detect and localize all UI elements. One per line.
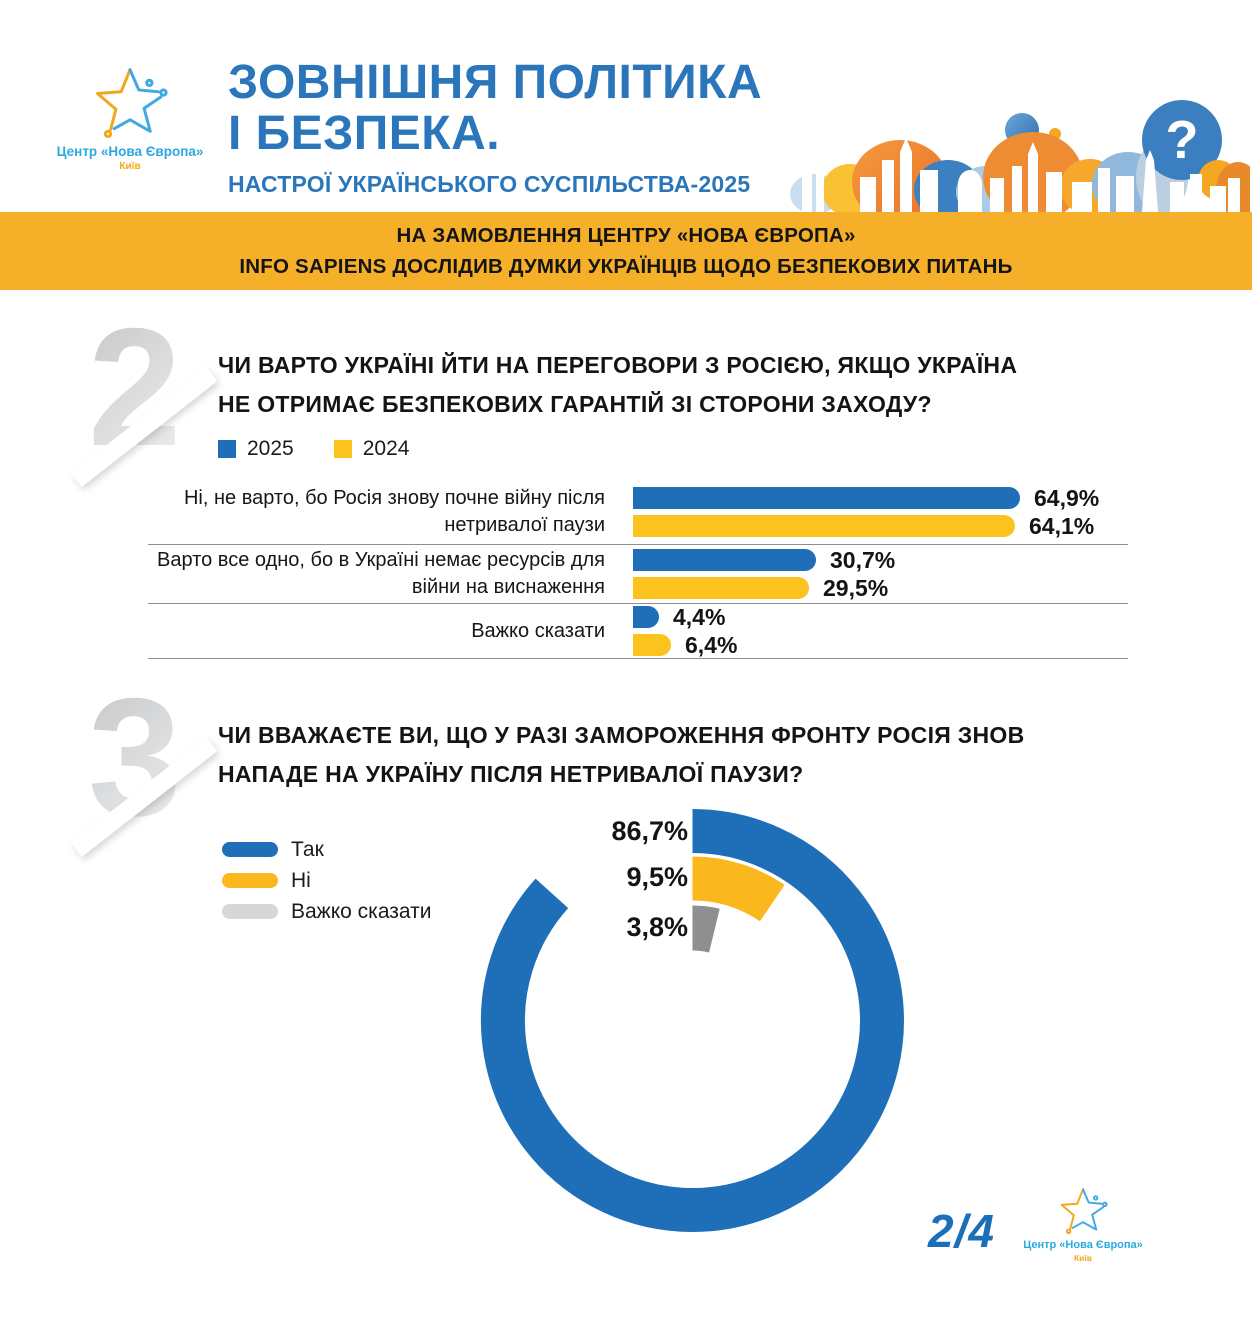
title-block: ЗОВНІШНЯ ПОЛІТИКА І БЕЗПЕКА. НАСТРОЇ УКР…: [228, 56, 763, 198]
bar-value-label: 64,9%: [1034, 484, 1100, 511]
legend-label: Важко сказати: [291, 899, 432, 923]
bar-chart-row: Ні, не варто, бо Росія знову почне війну…: [148, 480, 1128, 545]
bar-value-label: 4,4%: [673, 603, 726, 630]
donut-segment-Важко сказати: [691, 905, 720, 953]
bar-group: 64,9% 64,1%: [633, 484, 1100, 539]
category-label: Важко сказати: [471, 619, 605, 642]
legend-label: Ні: [291, 868, 311, 892]
bar-value-label: 29,5%: [823, 574, 889, 601]
bar-line: 6,4%: [633, 631, 738, 658]
page-title-line1: ЗОВНІШНЯ ПОЛІТИКА: [228, 56, 763, 109]
star-logo-icon: [1054, 1183, 1112, 1236]
section2-question: ЧИ ВАРТО УКРАЇНІ ЙТИ НА ПЕРЕГОВОРИ З РОС…: [218, 346, 1017, 423]
bar-value-label: 64,1%: [1029, 512, 1095, 539]
legend-swatch: [218, 440, 236, 458]
question-mark-icon: ?: [1166, 110, 1199, 170]
category-label: Варто все одно, бо в Україні немає ресур…: [157, 549, 605, 598]
bar-value-label: 30,7%: [830, 546, 896, 573]
legend-label: 2024: [362, 437, 410, 460]
legend-swatch: [333, 440, 352, 458]
category-label: Ні, не варто, бо Росія знову почне війну…: [183, 487, 605, 536]
section3-numeral: 3: [70, 673, 238, 858]
bar-line: 64,1%: [633, 512, 1099, 539]
section3-question: ЧИ ВВАЖАЄТЕ ВИ, ЩО У РАЗІ ЗАМОРОЖЕННЯ ФР…: [218, 716, 1025, 793]
bar-chart: Ні, не варто, бо Росія знову почне війну…: [148, 480, 1128, 659]
page-number: 2/4: [928, 1205, 995, 1257]
building-silhouettes: [802, 138, 1240, 212]
legend-item: 2024: [333, 437, 410, 461]
bar-line: 29,5%: [633, 574, 895, 601]
bar-group: 4,4% 6,4%: [633, 603, 738, 658]
donut-legend-item: Важко сказати: [222, 896, 431, 927]
question-line: НАПАДЕ НА УКРАЇНУ ПІСЛЯ НЕТРИВАЛОЇ ПАУЗИ…: [218, 760, 804, 787]
banner-line1: НА ЗАМОВЛЕННЯ ЦЕНТРУ «НОВА ЄВРОПА»: [396, 223, 856, 247]
city-skyline-illustration: ?: [790, 100, 1250, 212]
donut-segment-Так: [480, 809, 904, 1232]
bar-chart-row: Варто все одно, бо в Україні немає ресур…: [148, 545, 1128, 604]
donut-chart: [480, 809, 904, 1232]
donut-legend: Так Ні Важко сказати: [222, 834, 431, 927]
nova-europa-logo: Центр «Нова Європа» Київ: [30, 60, 230, 172]
bar-2025: [633, 487, 1020, 509]
bar-line: 64,9%: [633, 484, 1100, 511]
question-line: ЧИ ВАРТО УКРАЇНІ ЙТИ НА ПЕРЕГОВОРИ З РОС…: [218, 352, 1018, 378]
legend-label: Так: [291, 837, 324, 861]
logo-city: Київ: [1073, 1253, 1093, 1263]
page-subtitle: НАСТРОЇ УКРАЇНСЬКОГО СУСПІЛЬСТВА-2025: [228, 170, 751, 197]
question-line: НЕ ОТРИМАЄ БЕЗПЕКОВИХ ГАРАНТІЙ ЗІ СТОРОН…: [218, 390, 932, 417]
motherland-monument: [1142, 150, 1158, 212]
bar-2025: [633, 549, 816, 571]
donut-legend-item: Так: [222, 834, 431, 865]
legend-pill-swatch: [222, 873, 278, 888]
bar-line: 30,7%: [633, 546, 896, 573]
bar-group: 30,7% 29,5%: [633, 546, 896, 601]
legend-pill-swatch: [222, 842, 278, 857]
star-logo-icon: [86, 60, 174, 141]
nova-europa-logo-footer: Центр «Нова Європа» Київ: [1008, 1183, 1158, 1263]
bar-2025: [633, 606, 659, 628]
logo-city: Київ: [119, 161, 141, 172]
legend-label: 2025: [247, 437, 294, 460]
bar-chart-legend: 2025 2024: [218, 437, 409, 461]
bar-2024: [633, 634, 671, 656]
logo-org-name: Центр «Нова Європа»: [56, 144, 204, 159]
question-line: ЧИ ВВАЖАЄТЕ ВИ, ЩО У РАЗІ ЗАМОРОЖЕННЯ ФР…: [218, 722, 1025, 748]
section2-numeral: 2: [70, 303, 238, 488]
bar-value-label: 6,4%: [685, 631, 738, 658]
commission-banner: НА ЗАМОВЛЕННЯ ЦЕНТРУ «НОВА ЄВРОПА» INFO …: [0, 212, 1252, 290]
donut-segment-Ні: [691, 856, 785, 922]
banner-line2: INFO SAPIENS ДОСЛІДИВ ДУМКИ УКРАЇНЦІВ ЩО…: [239, 254, 1013, 278]
bar-2024: [633, 515, 1015, 537]
bar-line: 4,4%: [633, 603, 737, 630]
legend-pill-swatch: [222, 904, 278, 919]
logo-org-name: Центр «Нова Європа»: [1023, 1239, 1143, 1251]
legend-item: 2025: [218, 437, 294, 461]
donut-legend-item: Ні: [222, 865, 431, 896]
numeral-2: 2: [88, 303, 238, 471]
numeral-3: 3: [88, 673, 238, 841]
bar-chart-row: Важко сказати 4,4% 6,4%: [148, 604, 1128, 659]
bar-2024: [633, 577, 809, 599]
page-title-line2: І БЕЗПЕКА.: [228, 106, 501, 160]
